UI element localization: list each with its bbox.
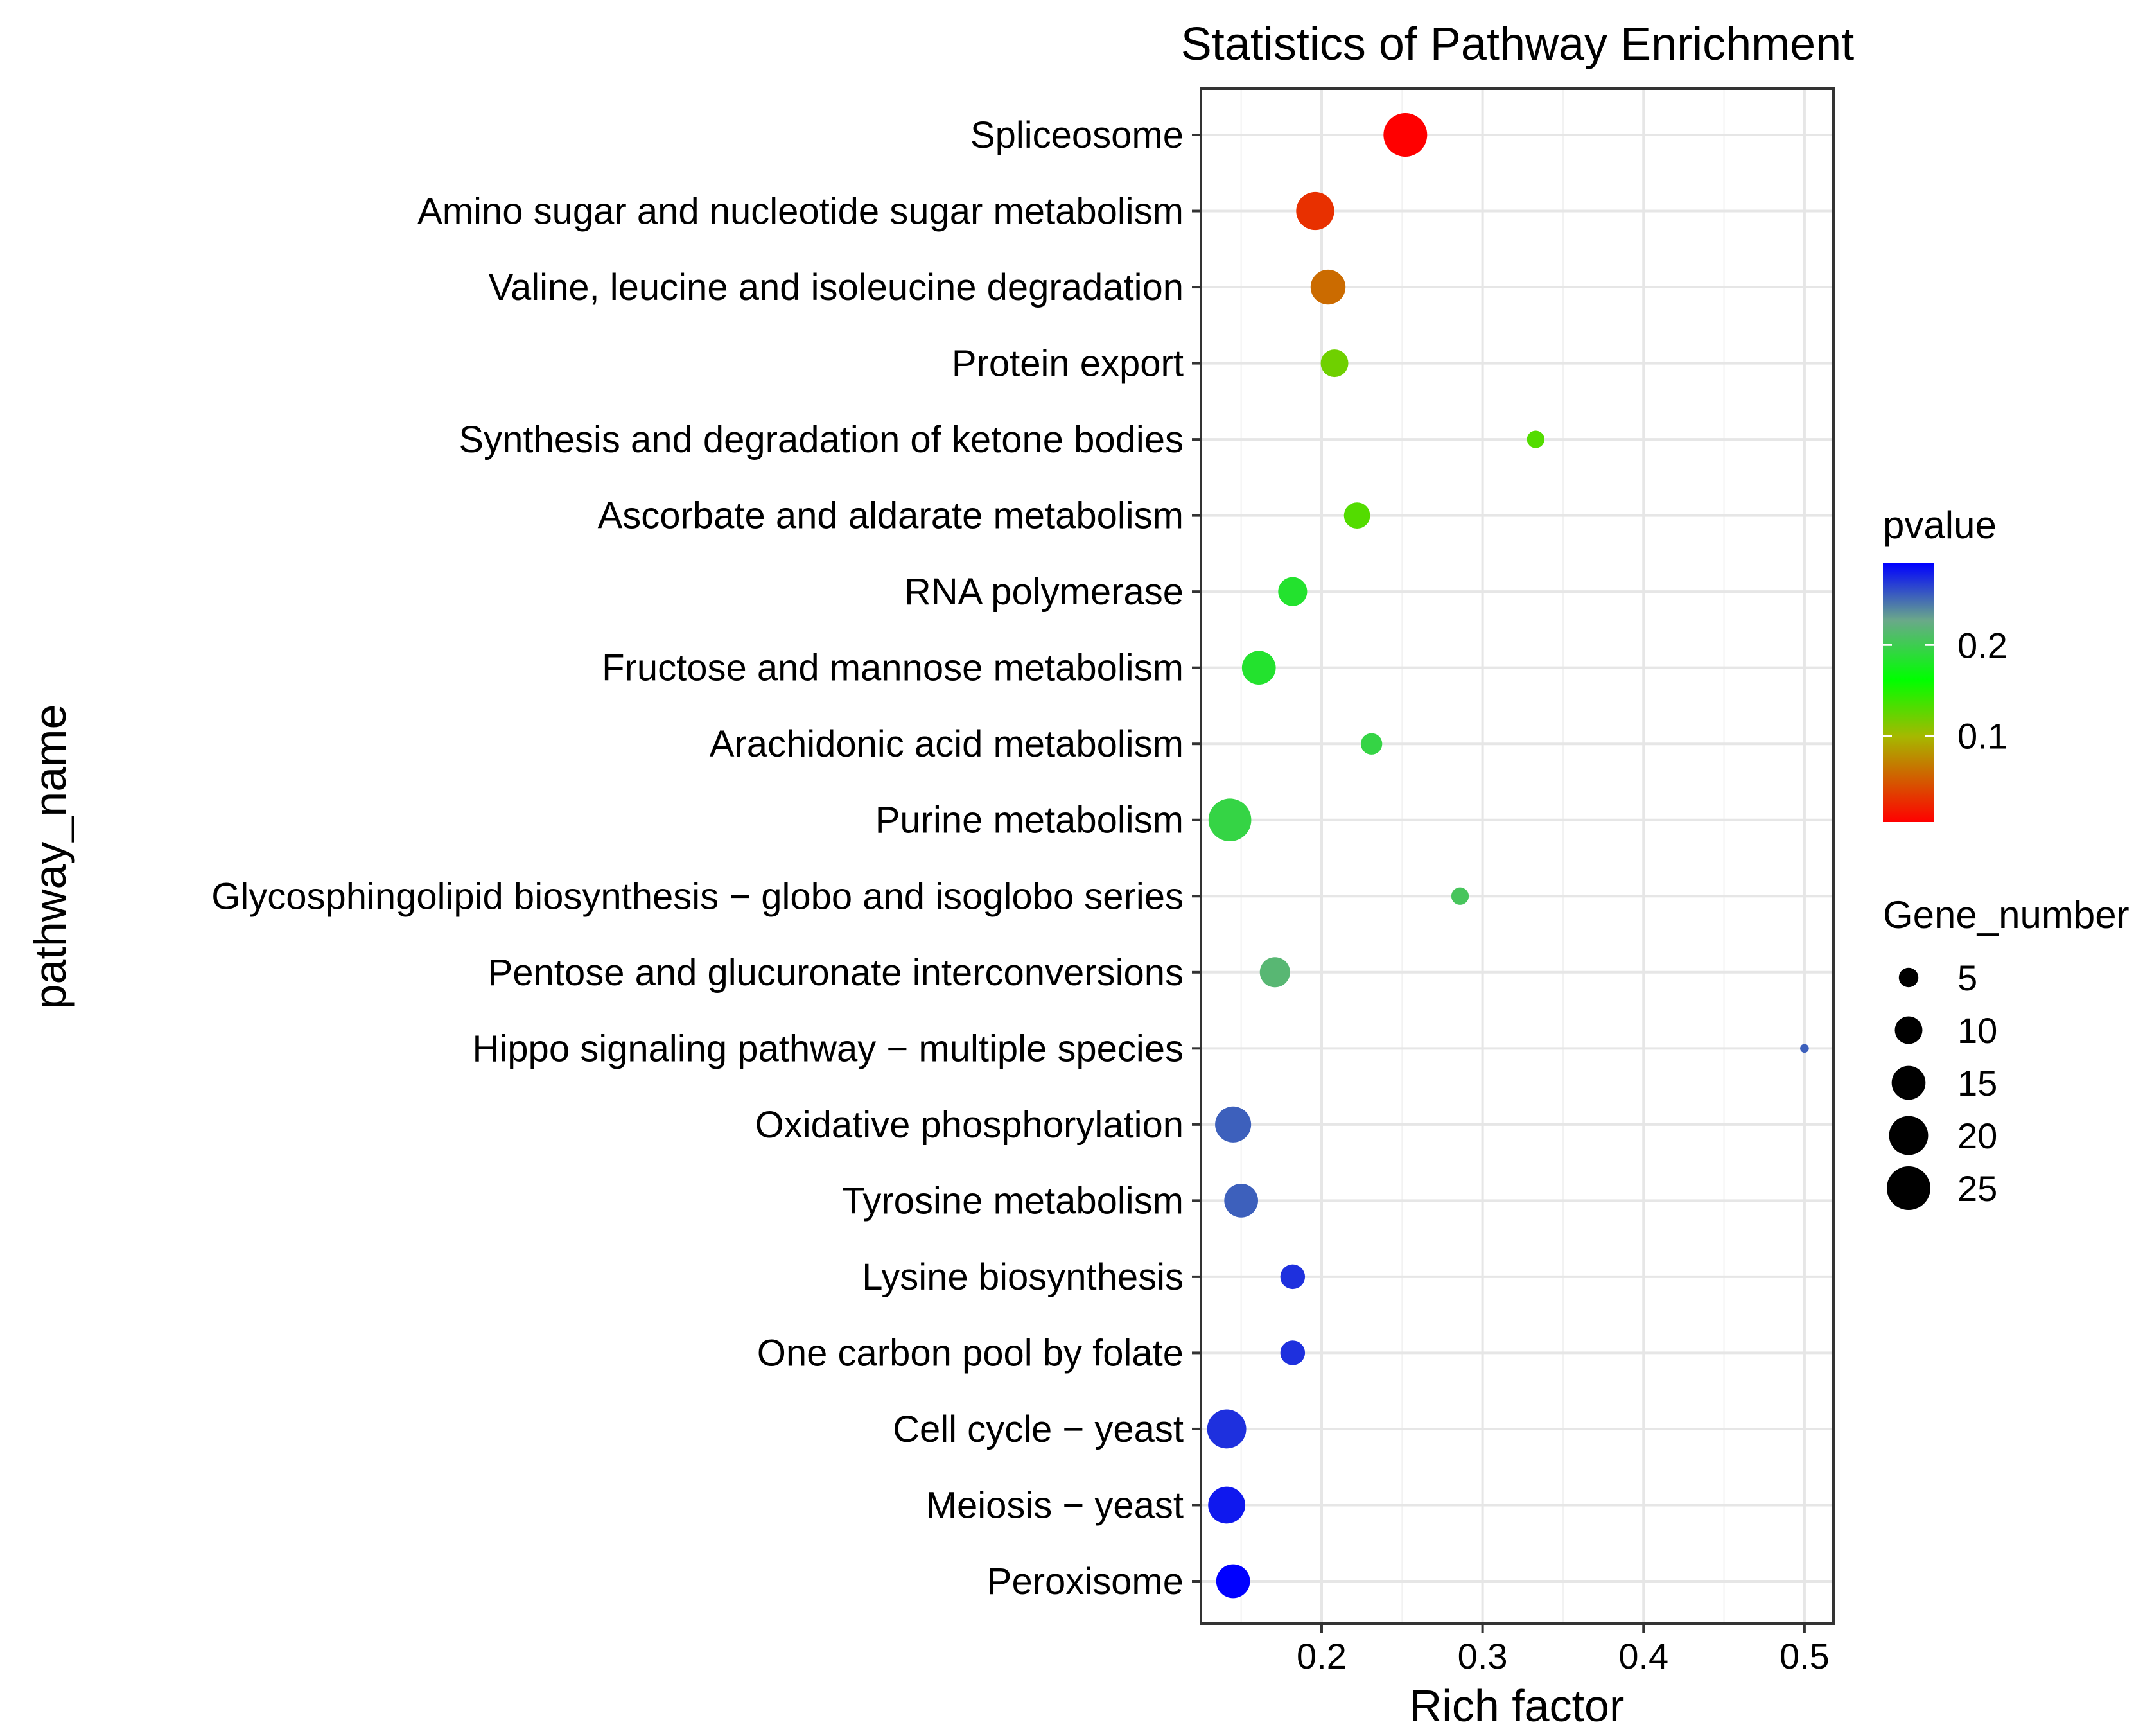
y-tick-label: Oxidative phosphorylation bbox=[755, 1104, 1184, 1146]
pvalue-legend: pvalue 0.2 0.1 bbox=[1883, 504, 2008, 822]
data-point bbox=[1208, 1486, 1245, 1524]
y-tick-label: Cell cycle − yeast bbox=[893, 1408, 1184, 1450]
data-point bbox=[1343, 502, 1370, 529]
y-tick-label: One carbon pool by folate bbox=[757, 1332, 1184, 1374]
size-legend-dot bbox=[1887, 1166, 1930, 1210]
size-legend-label: 20 bbox=[1957, 1116, 1997, 1156]
data-point bbox=[1296, 191, 1334, 231]
data-point bbox=[1216, 1564, 1250, 1599]
y-tick-label: RNA polymerase bbox=[904, 571, 1184, 613]
y-tick-label: Pentose and glucuronate interconversions bbox=[488, 952, 1184, 994]
size-legend-dot bbox=[1894, 1016, 1923, 1044]
size-legend-label: 15 bbox=[1957, 1063, 1997, 1103]
x-tick-label: 0.4 bbox=[1618, 1636, 1668, 1676]
data-point bbox=[1224, 1184, 1258, 1218]
data-point bbox=[1383, 113, 1428, 157]
chart-title: Statistics of Pathway Enrichment bbox=[1181, 19, 1854, 70]
y-axis-title: pathway_name bbox=[25, 705, 75, 1010]
x-tick-label: 0.3 bbox=[1458, 1636, 1508, 1676]
pvalue-legend-title: pvalue bbox=[1883, 504, 1997, 547]
data-points bbox=[1207, 113, 1809, 1599]
y-tick-label: Valine, leucine and isoleucine degradati… bbox=[489, 267, 1184, 308]
y-tick-label: Meiosis − yeast bbox=[926, 1484, 1184, 1526]
data-point bbox=[1207, 1409, 1247, 1449]
plot-panel bbox=[1201, 89, 1833, 1624]
y-axis-category-labels: Spliceosome Amino sugar and nucleotide su… bbox=[211, 114, 1201, 1602]
data-point bbox=[1527, 430, 1544, 448]
y-tick-label: Lysine biosynthesis bbox=[862, 1256, 1184, 1298]
x-axis-title: Rich factor bbox=[1410, 1681, 1625, 1731]
y-tick-label: Ascorbate and aldarate metabolism bbox=[598, 495, 1184, 537]
y-tick-label: Purine metabolism bbox=[875, 800, 1184, 841]
size-legend-label: 25 bbox=[1957, 1168, 1997, 1209]
data-point bbox=[1280, 1264, 1306, 1290]
x-tick-label: 0.5 bbox=[1780, 1636, 1830, 1676]
x-tick-label: 0.2 bbox=[1297, 1636, 1347, 1676]
x-axis-ticks: 0.2 0.3 0.4 0.5 bbox=[1297, 1624, 1830, 1676]
colorbar-tick-label: 0.2 bbox=[1957, 625, 2008, 665]
data-point bbox=[1215, 1106, 1252, 1143]
data-point bbox=[1241, 651, 1276, 685]
y-tick-label: Arachidonic acid metabolism bbox=[710, 723, 1184, 765]
y-tick-label: Spliceosome bbox=[970, 114, 1184, 156]
y-tick-label: Tyrosine metabolism bbox=[842, 1180, 1184, 1222]
data-point bbox=[1310, 269, 1346, 305]
y-tick-label: Protein export bbox=[952, 343, 1184, 385]
size-legend-dot bbox=[1898, 967, 1919, 988]
plot-border bbox=[1200, 87, 1835, 1625]
data-point bbox=[1451, 887, 1469, 905]
y-tick-label: Glycosphingolipid biosynthesis − globo a… bbox=[211, 875, 1184, 917]
data-point bbox=[1800, 1044, 1809, 1053]
y-tick-label: Hippo signaling pathway − multiple speci… bbox=[473, 1028, 1184, 1069]
gene-number-legend: Gene_number 5 10 15 20 25 bbox=[1883, 893, 2130, 1210]
y-tick-label: Synthesis and degradation of ketone bodi… bbox=[459, 419, 1184, 460]
y-tick-label: Peroxisome bbox=[987, 1561, 1184, 1602]
size-legend-dot bbox=[1891, 1065, 1926, 1100]
data-point bbox=[1208, 798, 1252, 842]
data-point bbox=[1278, 577, 1308, 606]
data-point bbox=[1280, 1340, 1306, 1365]
y-tick-label: Fructose and mannose metabolism bbox=[602, 647, 1184, 689]
gene-number-legend-title: Gene_number bbox=[1883, 893, 2130, 936]
gene-number-legend-items: 5 10 15 20 25 bbox=[1887, 958, 1997, 1210]
y-tick-label: Amino sugar and nucleotide sugar metabol… bbox=[417, 191, 1184, 232]
size-legend-label: 5 bbox=[1957, 958, 1977, 998]
data-point bbox=[1361, 733, 1383, 755]
size-legend-label: 10 bbox=[1957, 1010, 1997, 1051]
pvalue-colorbar-ticks: 0.2 0.1 bbox=[1883, 625, 2008, 757]
data-point bbox=[1259, 957, 1290, 988]
grid-lines bbox=[1201, 89, 1833, 1624]
colorbar-tick-label: 0.1 bbox=[1957, 716, 2008, 757]
data-point bbox=[1320, 349, 1349, 378]
pvalue-colorbar bbox=[1883, 563, 1934, 822]
size-legend-dot bbox=[1889, 1116, 1929, 1155]
